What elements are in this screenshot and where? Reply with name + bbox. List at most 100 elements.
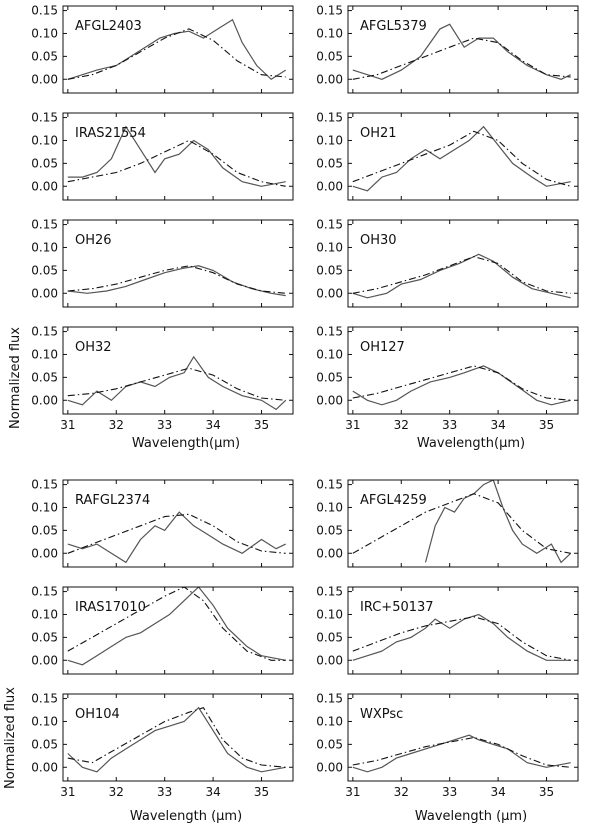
panel-oh127: 0.00 0.05 0.10 0.15 31 32 33 34 35 OH127 [316,325,579,432]
y-tick-label: 0.05 [31,630,58,644]
y-tick-label: 0.05 [316,523,343,537]
panel-label: AFGL5379 [360,19,427,34]
model-line [352,616,571,661]
y-tick-label: 0.15 [316,692,343,706]
y-tick-label: 0.10 [316,133,343,147]
panel-frame [62,5,294,94]
y-tick-label: 0.00 [31,179,58,193]
model-line [352,130,571,187]
y-tick-label: 0.00 [316,393,343,407]
model-line [67,513,286,554]
y-tick-label: 0.15 [316,111,343,125]
observed-spectrum-line [424,480,572,564]
observed-spectrum-line [67,706,286,773]
y-tick-label: 0.15 [31,218,58,232]
y-tick-label: 0.00 [31,72,58,86]
y-tick-label: 0.00 [316,760,343,774]
model-line [67,367,286,401]
y-tick-label: 0.05 [31,156,58,170]
y-tick-label: 0.10 [316,500,343,514]
y-tick-label: 0.15 [316,325,343,339]
panel-frame [347,479,579,568]
y-tick-label: 0.00 [316,72,343,86]
x-tick-label: 35 [254,785,269,799]
panel-irc-50137: 0.00 0.05 0.10 0.15 IRC+50137 [316,585,579,675]
y-tick-label: 0.10 [31,240,58,254]
x-tick-label: 35 [539,418,554,432]
panel-label: IRAS21554 [75,126,146,141]
observed-spectrum-line [67,511,286,564]
x-tick-label: 31 [60,785,75,799]
observed-spectrum-line [67,265,286,297]
x-tick-label: 31 [345,785,360,799]
panel-frame [62,219,294,308]
y-tick-label: 0.00 [31,760,58,774]
panel-iras21554: 0.00 0.05 0.10 0.15 IRAS21554 [31,111,294,201]
model-line [352,493,571,554]
y-tick-label: 0.05 [31,370,58,384]
observed-spectrum-line [352,125,571,192]
y-tick-label: 0.05 [31,263,58,277]
model-line [352,256,571,294]
y-tick-label: 0.00 [316,546,343,560]
panel-grid: 0.00 0.05 0.10 0.15 AFGL2403 0.00 0.05 0.10 0.15… [31,4,579,799]
y-tick-label: 0.00 [31,546,58,560]
model-line [352,365,571,401]
panel-frame [62,479,294,568]
observed-spectrum-line [67,18,287,81]
observed-spectrum-line [352,734,571,773]
y-tick-label: 0.15 [316,218,343,232]
panel-label: OH127 [360,340,405,355]
y-tick-label: 0.05 [316,156,343,170]
x-tick-label: 35 [539,785,554,799]
panel-afgl2403: 0.00 0.05 0.10 0.15 AFGL2403 [31,4,294,94]
panel-oh32: 0.00 0.05 0.10 0.15 31 32 33 34 35 OH32 [31,325,294,432]
model-line [67,139,286,187]
panel-oh26: 0.00 0.05 0.10 0.15 OH26 [31,218,294,308]
panel-label: OH26 [75,233,112,248]
observed-spectrum-line [67,355,287,411]
panel-afgl5379: 0.00 0.05 0.10 0.15 AFGL5379 [316,4,579,94]
panel-frame [347,326,579,415]
panel-frame [62,112,294,201]
x-tick-label: 34 [205,418,220,432]
x-tick-label: 34 [490,785,505,799]
panel-frame [62,693,294,782]
y-tick-label: 0.10 [316,714,343,728]
y-tick-label: 0.00 [316,179,343,193]
y-tick-label: 0.10 [316,347,343,361]
y-tick-label: 0.15 [316,478,343,492]
y-tick-label: 0.00 [316,286,343,300]
y-tick-label: 0.15 [31,4,58,18]
y-tick-label: 0.10 [316,240,343,254]
x-tick-label: 32 [109,785,124,799]
y-tick-label: 0.10 [31,347,58,361]
y-tick-label: 0.10 [316,607,343,621]
panel-label: IRC+50137 [360,600,434,615]
x-tick-label: 33 [157,418,172,432]
panel-wxpsc: 0.00 0.05 0.10 0.15 31 32 33 34 35 WXPsc [316,692,579,799]
y-tick-label: 0.15 [31,585,58,599]
y-tick-label: 0.10 [31,607,58,621]
top-xlabel-right: Wavelength(μm) [417,436,525,451]
model-line [67,265,286,294]
y-tick-label: 0.00 [31,286,58,300]
panel-oh21: 0.00 0.05 0.10 0.15 OH21 [316,111,579,201]
panel-frame [62,586,294,675]
y-tick-label: 0.05 [316,630,343,644]
y-tick-label: 0.05 [31,49,58,63]
y-tick-label: 0.10 [31,26,58,40]
panel-label: WXPsc [360,707,403,722]
x-tick-label: 32 [109,418,124,432]
panel-frame [347,586,579,675]
panel-label: OH32 [75,340,112,355]
y-tick-label: 0.10 [316,26,343,40]
panel-frame [347,219,579,308]
model-line [67,587,286,661]
model-line [67,28,286,80]
panel-frame [347,112,579,201]
y-tick-label: 0.15 [31,478,58,492]
panel-label: OH21 [360,126,397,141]
y-tick-label: 0.05 [316,370,343,384]
